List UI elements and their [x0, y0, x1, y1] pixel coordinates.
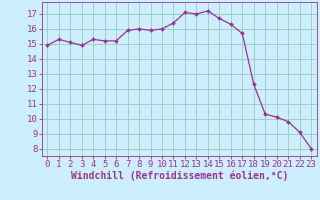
X-axis label: Windchill (Refroidissement éolien,°C): Windchill (Refroidissement éolien,°C): [70, 171, 288, 181]
